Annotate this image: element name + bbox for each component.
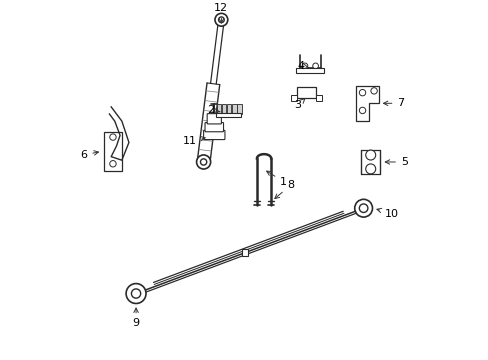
Circle shape — [109, 161, 116, 167]
Circle shape — [131, 289, 141, 298]
FancyBboxPatch shape — [204, 122, 223, 132]
Circle shape — [109, 134, 116, 140]
Text: 11: 11 — [182, 136, 205, 146]
Circle shape — [218, 17, 224, 23]
Text: 12: 12 — [214, 3, 228, 23]
Bar — [242, 249, 248, 256]
Text: 6: 6 — [80, 150, 98, 160]
Bar — [295, 68, 324, 73]
Bar — [215, 113, 241, 117]
Circle shape — [312, 63, 318, 69]
Circle shape — [302, 63, 307, 69]
Bar — [237, 104, 241, 114]
Text: 5: 5 — [385, 157, 407, 167]
FancyBboxPatch shape — [207, 114, 221, 124]
FancyBboxPatch shape — [203, 130, 224, 140]
Bar — [222, 104, 226, 114]
Circle shape — [354, 199, 372, 217]
Circle shape — [365, 164, 375, 174]
Circle shape — [365, 150, 375, 160]
Circle shape — [370, 88, 377, 94]
Text: 3: 3 — [294, 99, 304, 110]
Circle shape — [359, 107, 365, 114]
Circle shape — [359, 89, 365, 96]
Text: 1: 1 — [266, 171, 286, 186]
Text: 10: 10 — [376, 208, 398, 219]
Circle shape — [359, 204, 367, 212]
Bar — [316, 95, 322, 101]
Text: 4: 4 — [297, 61, 307, 71]
Circle shape — [200, 159, 206, 165]
Text: 8: 8 — [274, 180, 294, 199]
Circle shape — [126, 284, 146, 303]
Bar — [227, 104, 231, 114]
Text: 7: 7 — [383, 98, 404, 108]
Bar — [232, 104, 236, 114]
Text: 2: 2 — [207, 105, 220, 116]
Bar — [296, 87, 316, 98]
Bar — [217, 104, 221, 114]
Bar — [291, 95, 296, 101]
Circle shape — [196, 155, 210, 169]
Circle shape — [215, 13, 227, 26]
Text: 9: 9 — [132, 308, 140, 328]
